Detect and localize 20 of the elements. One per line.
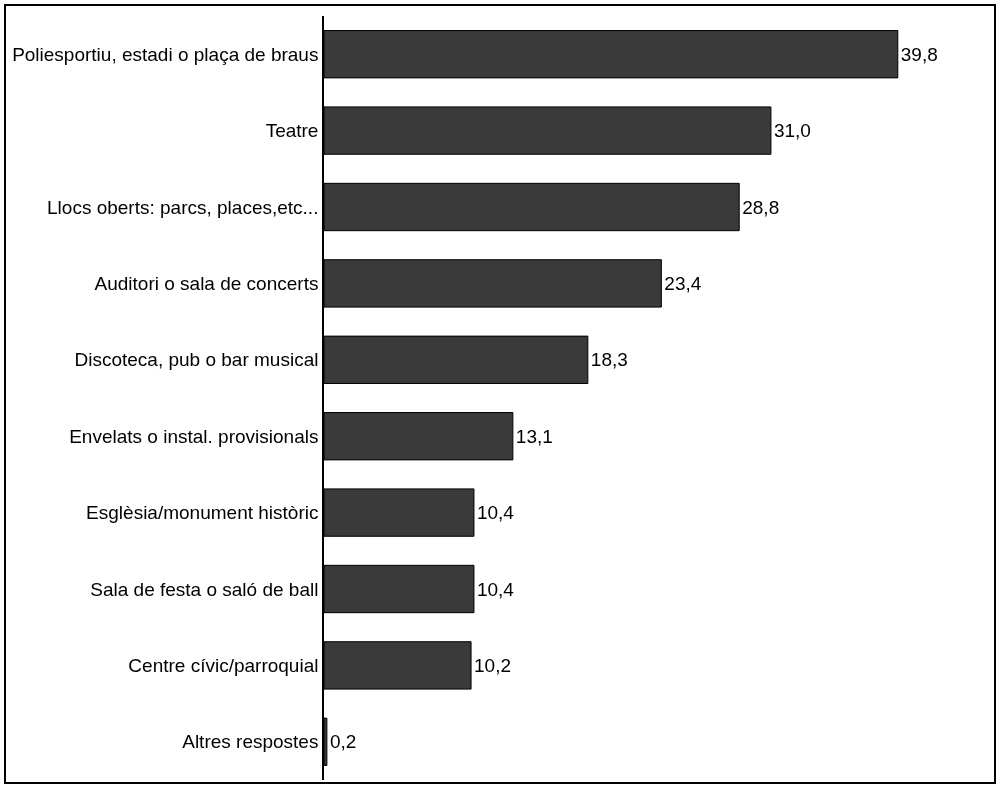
y-tick-label: Envelats o instal. provisionals xyxy=(69,425,319,447)
data-label: 10,4 xyxy=(476,578,515,600)
data-label: 18,3 xyxy=(590,349,628,371)
y-tick-label: Esglèsia/monument històric xyxy=(86,502,319,524)
y-tick-label: Poliesportiu, estadi o plaça de braus xyxy=(12,43,319,65)
data-label: 31,0 xyxy=(773,120,811,142)
data-label: 10,2 xyxy=(474,654,512,676)
y-tick-label: Discoteca, pub o bar musical xyxy=(74,349,319,371)
y-tick-label: Auditori o sala de concerts xyxy=(94,273,319,295)
data-label: 23,4 xyxy=(664,272,702,294)
y-tick-label: Sala de festa o saló de ball xyxy=(90,578,319,600)
data-label: 28,8 xyxy=(742,196,780,218)
data-label: 39,8 xyxy=(900,43,938,65)
y-tick-label: Altres respostes xyxy=(182,731,319,753)
data-label: 0,2 xyxy=(329,731,357,753)
data-label: 13,1 xyxy=(515,425,553,447)
y-tick-label: Teatre xyxy=(265,120,319,142)
y-tick-label: Llocs oberts: parcs, places,etc... xyxy=(47,196,319,218)
data-label: 10,4 xyxy=(476,502,515,524)
y-tick-label: Centre cívic/parroquial xyxy=(128,655,319,677)
